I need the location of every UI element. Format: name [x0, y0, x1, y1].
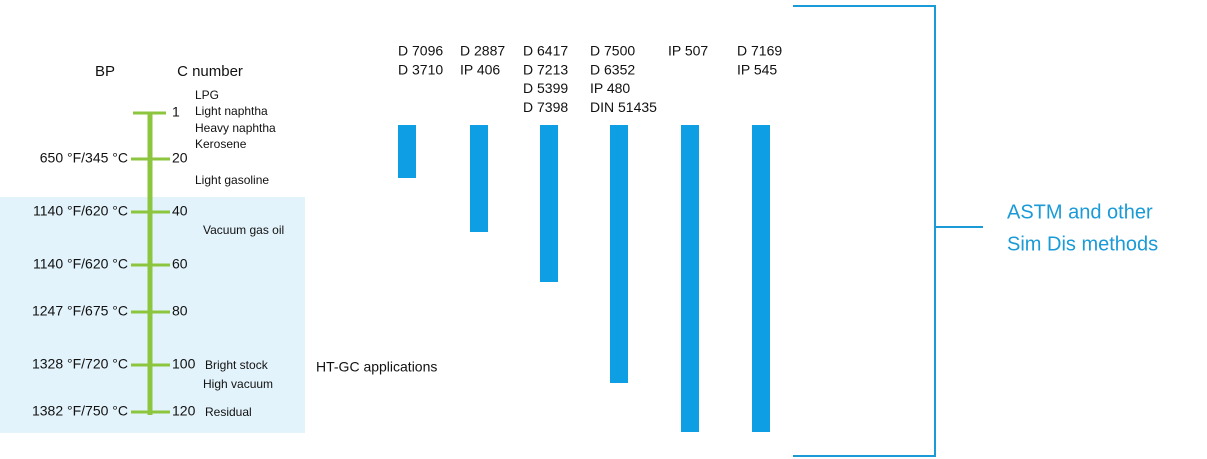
bp-label: 1140 °F/620 °C: [33, 256, 128, 272]
fraction-label: LPG: [195, 88, 219, 102]
bracket: [793, 5, 936, 457]
fraction-label: Light naphtha: [195, 104, 268, 118]
method-code: D 7169: [737, 43, 782, 59]
range-bar: [540, 125, 558, 282]
fraction-label: Kerosene: [195, 137, 247, 151]
fraction-label: Vacuum gas oil: [203, 223, 284, 237]
c-number-label: 60: [172, 256, 188, 272]
method-code: D 5399: [523, 80, 568, 96]
bp-label: 1382 °F/750 °C: [32, 403, 128, 419]
range-bar: [610, 125, 628, 383]
c-number-label: 1: [172, 104, 180, 120]
method-code: D 7500: [590, 43, 635, 59]
c-number-label: 80: [172, 303, 188, 319]
callout-line: Sim Dis methods: [1007, 233, 1158, 255]
method-code: D 7213: [523, 61, 568, 77]
bp-label: 650 °F/345 °C: [40, 150, 128, 166]
bp-header: BP: [95, 63, 115, 80]
range-bar: [470, 125, 488, 232]
fraction-label: High vacuum: [203, 377, 273, 391]
method-code: DIN 51435: [590, 99, 657, 115]
fraction-label: Residual: [205, 405, 252, 419]
method-code: IP 480: [590, 80, 630, 96]
method-code: D 7398: [523, 99, 568, 115]
fraction-label: Heavy naphtha: [195, 121, 276, 135]
bp-label: 1247 °F/675 °C: [32, 303, 128, 319]
c-number-header: C number: [177, 63, 243, 80]
c-number-label: 40: [172, 203, 188, 219]
bp-label: 1140 °F/620 °C: [33, 203, 128, 219]
method-code: IP 545: [737, 61, 777, 77]
method-code: D 2887: [460, 43, 505, 59]
fraction-label: Bright stock: [205, 358, 269, 372]
callout-line: ASTM and other: [1007, 201, 1153, 223]
range-bar: [681, 125, 699, 432]
bp-label: 1328 °F/720 °C: [32, 356, 128, 372]
fraction-label: Light gasoline: [195, 173, 269, 187]
c-number-label: 20: [172, 150, 188, 166]
method-code: D 7096: [398, 43, 443, 59]
note: HT-GC applications: [316, 359, 437, 375]
method-code: D 6417: [523, 43, 568, 59]
c-number-label: 120: [172, 403, 196, 419]
method-code: D 6352: [590, 61, 635, 77]
range-bar: [398, 125, 416, 178]
range-bar: [752, 125, 770, 432]
method-code: IP 406: [460, 61, 500, 77]
method-code: IP 507: [668, 43, 708, 59]
c-number-label: 100: [172, 356, 196, 372]
method-code: D 3710: [398, 61, 443, 77]
